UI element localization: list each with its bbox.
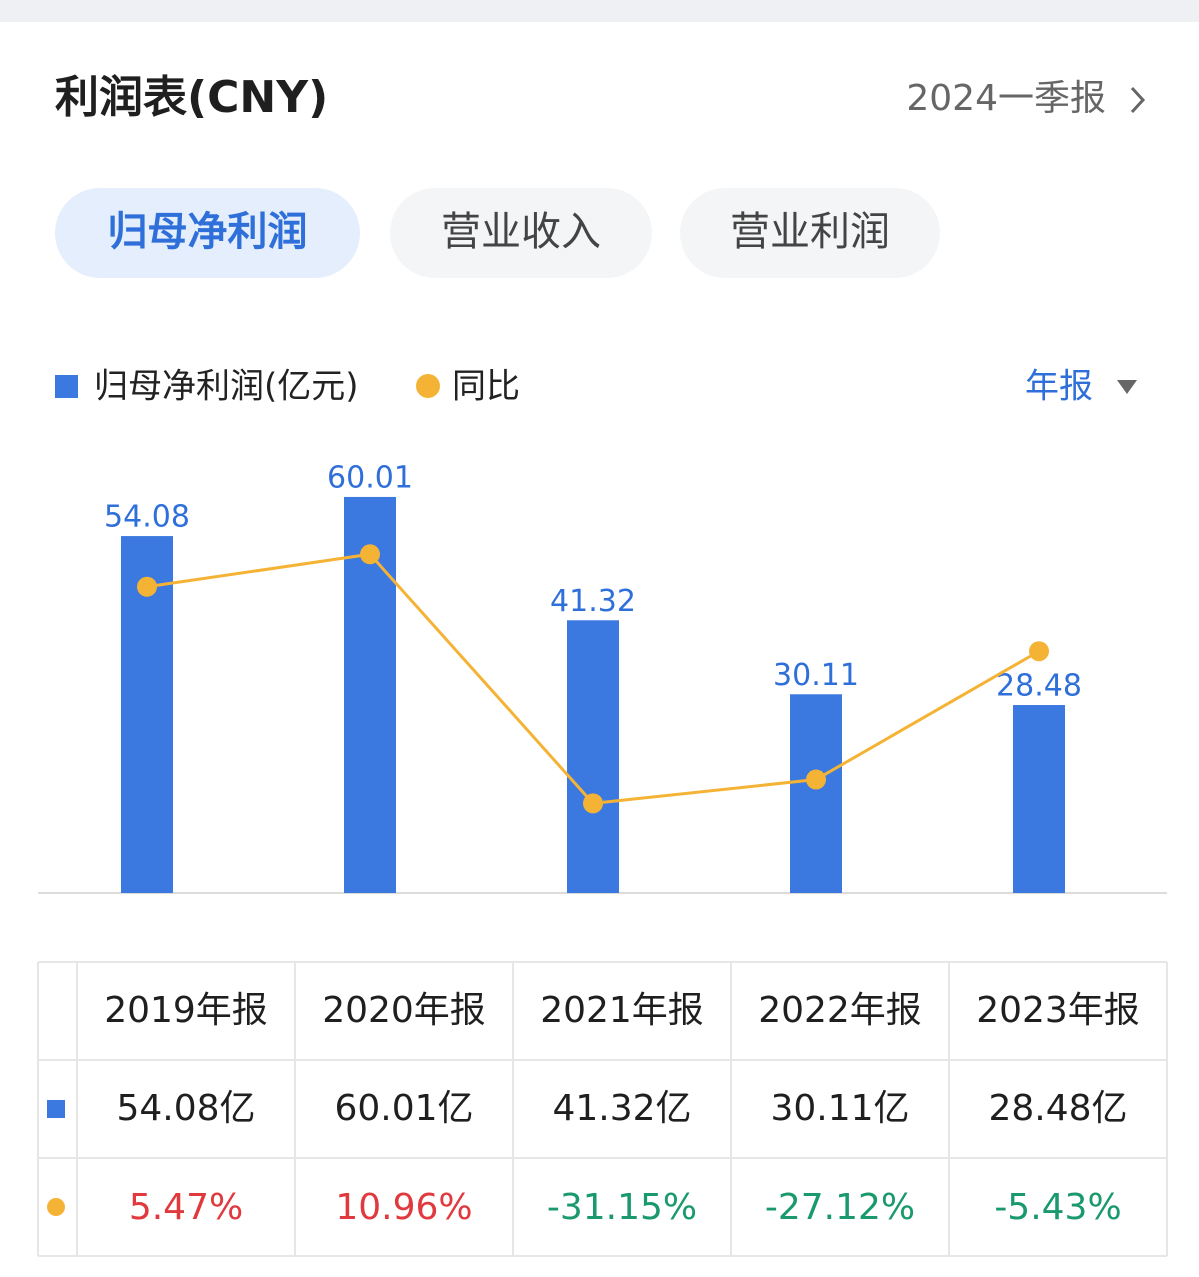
tab-label[interactable]: 归母净利润 bbox=[108, 209, 308, 255]
period-link[interactable]: 2024一季报 bbox=[906, 78, 1146, 119]
table-value: 28.48亿 bbox=[988, 1088, 1127, 1129]
bar-label: 30.11 bbox=[773, 658, 859, 693]
legend-swatch bbox=[55, 375, 78, 398]
table-yoy: -27.12% bbox=[765, 1187, 915, 1228]
table-yoy: 5.47% bbox=[129, 1187, 243, 1228]
column-header: 2023年报 bbox=[976, 990, 1140, 1031]
bar-label: 28.48 bbox=[996, 669, 1082, 704]
column-header: 2021年报 bbox=[540, 990, 704, 1031]
card-title: 利润表(CNY) bbox=[55, 72, 328, 123]
legend-swatch bbox=[416, 374, 440, 398]
row-swatch bbox=[47, 1100, 65, 1118]
bar bbox=[567, 620, 619, 893]
table-yoy: -31.15% bbox=[547, 1187, 697, 1228]
bar bbox=[1013, 705, 1065, 893]
table-value: 60.01亿 bbox=[334, 1088, 473, 1129]
yoy-point bbox=[137, 576, 157, 597]
table-yoy: 10.96% bbox=[335, 1187, 472, 1228]
bar bbox=[790, 694, 842, 893]
legend-label: 归母净利润(亿元) bbox=[94, 367, 359, 407]
yoy-point bbox=[1029, 641, 1049, 662]
tab[interactable] bbox=[390, 188, 652, 278]
dropdown-arrow[interactable] bbox=[1117, 380, 1137, 394]
column-header: 2020年报 bbox=[322, 990, 486, 1031]
tab[interactable] bbox=[680, 188, 940, 278]
bar-label: 60.01 bbox=[327, 460, 413, 495]
chevron[interactable] bbox=[1130, 86, 1146, 114]
legend-label: 同比 bbox=[452, 367, 520, 407]
column-header: 2022年报 bbox=[758, 990, 922, 1031]
table-yoy: -5.43% bbox=[994, 1187, 1121, 1228]
bar-label: 54.08 bbox=[104, 500, 190, 535]
yoy-point bbox=[806, 769, 826, 790]
table-value: 41.32亿 bbox=[552, 1088, 691, 1129]
table-value: 54.08亿 bbox=[116, 1088, 255, 1129]
column-header: 2019年报 bbox=[104, 990, 268, 1031]
period-selector[interactable]: 年报 bbox=[1025, 367, 1093, 407]
yoy-point bbox=[583, 793, 603, 814]
tab-label[interactable]: 营业收入 bbox=[441, 209, 601, 255]
tab[interactable] bbox=[55, 188, 360, 278]
period-text[interactable]: 2024一季报 bbox=[906, 78, 1106, 119]
bar-label: 41.32 bbox=[550, 584, 636, 619]
tab-label[interactable]: 营业利润 bbox=[730, 209, 890, 255]
yoy-point bbox=[360, 544, 380, 565]
row-swatch bbox=[47, 1198, 65, 1216]
table-value: 30.11亿 bbox=[770, 1088, 909, 1129]
